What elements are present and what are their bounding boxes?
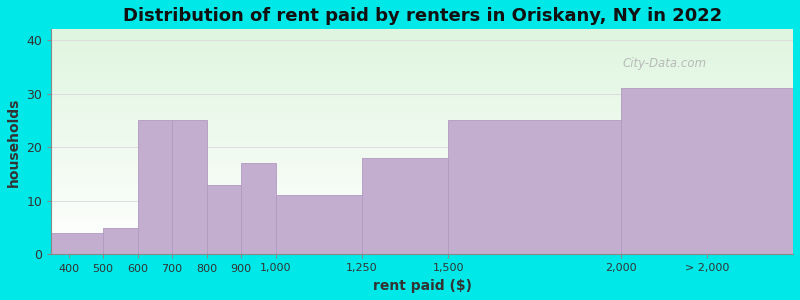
Bar bbox=[172, 120, 206, 254]
Bar bbox=[621, 88, 793, 254]
Bar bbox=[51, 233, 103, 254]
Bar bbox=[103, 228, 138, 254]
Bar bbox=[448, 120, 621, 254]
Text: City-Data.com: City-Data.com bbox=[622, 57, 706, 70]
Title: Distribution of rent paid by renters in Oriskany, NY in 2022: Distribution of rent paid by renters in … bbox=[122, 7, 722, 25]
Bar bbox=[138, 120, 172, 254]
Y-axis label: households: households bbox=[7, 97, 21, 187]
Bar bbox=[362, 158, 448, 254]
Bar bbox=[241, 163, 276, 254]
Bar bbox=[276, 196, 362, 254]
X-axis label: rent paid ($): rent paid ($) bbox=[373, 279, 472, 293]
Bar bbox=[206, 185, 241, 254]
